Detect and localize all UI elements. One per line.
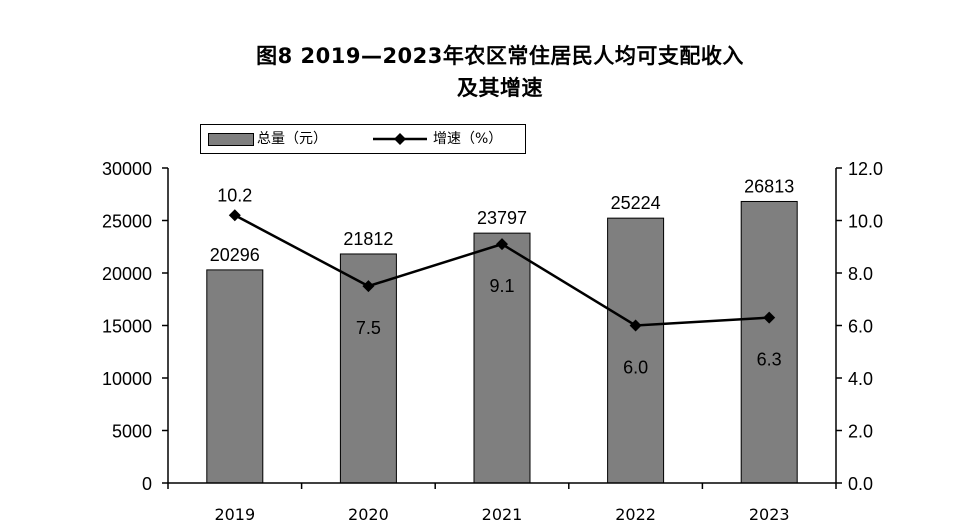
chart-title-line1: 图8 2019—2023年农区常住居民人均可支配收入 [256, 44, 744, 68]
bar-2022 [607, 217, 665, 484]
left-tick-label: 10000 [102, 369, 152, 389]
chart-title-line2: 及其增速 [457, 76, 543, 100]
left-tick-label: 25000 [102, 212, 152, 232]
right-tick-label: 0.0 [848, 474, 873, 494]
growth-value-label-2020: 7.5 [356, 318, 381, 338]
growth-value-label-2021: 9.1 [489, 276, 514, 296]
growth-point-2023 [763, 311, 776, 324]
legend-line-label: 增速（%） [433, 131, 503, 147]
bar-value-label-2021: 23797 [477, 208, 527, 228]
legend-line-marker [373, 133, 427, 145]
x-tick-label-2022: 2022 [615, 505, 656, 524]
x-tick-label-2023: 2023 [749, 505, 790, 524]
left-tick-label: 15000 [102, 317, 152, 337]
legend: 总量（元） 增速（%） [200, 124, 526, 154]
left-tick-label: 0 [142, 474, 152, 494]
bar-2023 [740, 200, 798, 484]
x-tick-label-2020: 2020 [348, 505, 389, 524]
right-tick-label: 10.0 [848, 212, 883, 232]
growth-value-label-2019: 10.2 [217, 185, 252, 205]
bar-2021 [473, 232, 531, 484]
right-tick-label: 6.0 [848, 317, 873, 337]
bar-value-label-2020: 21812 [343, 229, 393, 249]
growth-value-label-2022: 6.0 [623, 358, 648, 378]
bar-value-label-2023: 26813 [744, 176, 794, 196]
growth-value-label-2023: 6.3 [757, 350, 782, 370]
bar-value-label-2019: 20296 [210, 245, 260, 265]
growth-point-2022 [629, 319, 642, 332]
right-tick-label: 12.0 [848, 159, 883, 179]
x-tick-label-2019: 2019 [214, 505, 255, 524]
x-tick-label-2021: 2021 [482, 505, 523, 524]
growth-point-2021 [496, 238, 508, 251]
growth-point-2020 [362, 280, 375, 293]
growth-point-2019 [228, 209, 241, 222]
left-tick-label: 20000 [102, 264, 152, 284]
legend-bar-label: 总量（元） [257, 131, 327, 147]
right-tick-label: 2.0 [848, 422, 873, 442]
bar-value-label-2022: 25224 [611, 193, 661, 213]
right-tick-label: 8.0 [848, 264, 873, 284]
bar-2019 [206, 269, 264, 484]
left-tick-label: 30000 [102, 159, 152, 179]
right-tick-label: 4.0 [848, 369, 873, 389]
legend-bar-swatch [208, 133, 254, 146]
left-tick-label: 5000 [112, 422, 152, 442]
bar-2020 [339, 253, 397, 484]
